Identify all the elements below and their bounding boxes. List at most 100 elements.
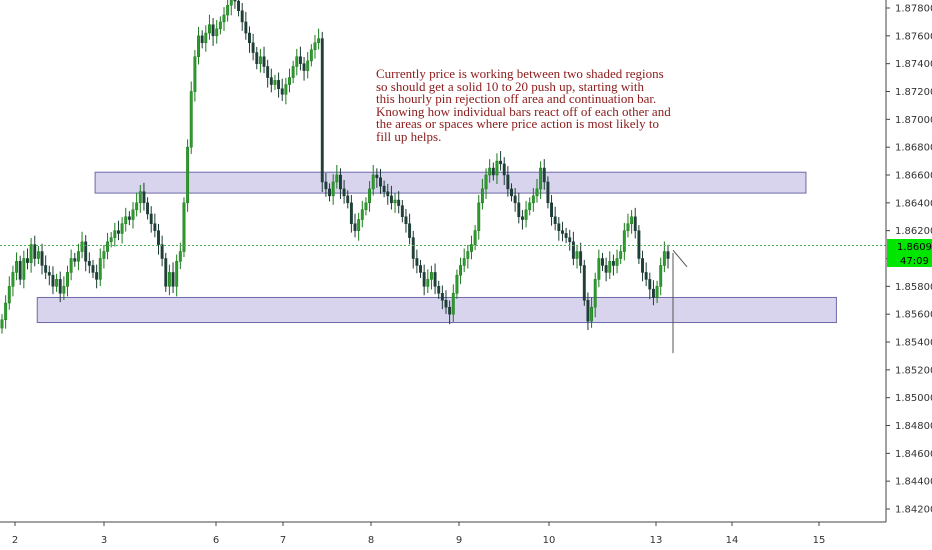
candle-body bbox=[517, 202, 521, 217]
price-tick-label: 1.84600 bbox=[895, 449, 932, 460]
candle-body bbox=[142, 191, 146, 204]
candle-body bbox=[233, 0, 237, 2]
candle-body bbox=[404, 216, 408, 224]
candle-body bbox=[153, 223, 157, 231]
projection-stroke bbox=[672, 249, 688, 268]
candle-body bbox=[622, 230, 626, 252]
candle-body bbox=[284, 84, 288, 95]
candle-body bbox=[295, 56, 299, 67]
candle-body bbox=[102, 251, 106, 259]
candle-body bbox=[127, 216, 131, 220]
candle-body bbox=[273, 80, 277, 85]
candle-body bbox=[379, 177, 382, 187]
candle-body bbox=[306, 60, 310, 71]
shaded-zone-2[interactable] bbox=[36, 296, 837, 324]
candle-body bbox=[550, 202, 553, 217]
candle-body bbox=[240, 10, 244, 23]
candle-body bbox=[124, 216, 128, 224]
candle-body bbox=[69, 258, 73, 273]
candle-body bbox=[477, 202, 481, 231]
candle-body bbox=[237, 0, 241, 12]
time-axis[interactable]: 2 3 6 7 8 9 10 13 14 15 bbox=[12, 522, 826, 546]
candle-body bbox=[131, 209, 135, 220]
candle-body bbox=[302, 63, 306, 71]
candle-body bbox=[608, 261, 612, 273]
candle-body bbox=[0, 319, 4, 329]
candle-body bbox=[320, 38, 324, 183]
candle-body bbox=[309, 49, 313, 62]
candle-body bbox=[117, 230, 120, 234]
price-tick-label: 1.84200 bbox=[895, 505, 932, 516]
price-tick-label: 1.87000 bbox=[895, 115, 932, 126]
candle-body bbox=[604, 265, 608, 273]
candle-body bbox=[255, 52, 259, 64]
time-tick-label: 9 bbox=[456, 535, 462, 546]
candle-body bbox=[51, 274, 55, 287]
candle-body bbox=[531, 195, 535, 204]
candle-body bbox=[411, 237, 415, 259]
candle-body bbox=[280, 88, 284, 95]
candle-body bbox=[462, 258, 466, 266]
candle-body bbox=[342, 188, 346, 197]
candle-body bbox=[429, 272, 433, 280]
candle-body bbox=[197, 35, 200, 57]
candle-body bbox=[557, 223, 561, 231]
candle-body bbox=[15, 261, 19, 273]
shaded-zone-1[interactable] bbox=[94, 171, 807, 194]
candle-body bbox=[328, 188, 331, 197]
candle-body bbox=[120, 223, 124, 234]
candle-body bbox=[535, 188, 539, 197]
candle-body bbox=[571, 241, 575, 259]
candle-body bbox=[582, 265, 586, 301]
candle-body bbox=[360, 209, 364, 220]
candle-body bbox=[611, 261, 615, 266]
candle-body bbox=[426, 279, 430, 287]
candle-body bbox=[135, 202, 139, 211]
candles bbox=[0, 0, 670, 334]
candle-body bbox=[491, 167, 495, 176]
candle-body bbox=[226, 4, 230, 16]
candle-body bbox=[204, 32, 208, 44]
candle-body bbox=[564, 233, 568, 238]
candle-body bbox=[18, 261, 22, 280]
candle-body bbox=[229, 0, 233, 6]
candle-body bbox=[55, 279, 59, 287]
candle-body bbox=[106, 241, 109, 252]
candle-body bbox=[524, 209, 528, 220]
candle-body bbox=[80, 241, 84, 252]
price-tick-label: 1.86200 bbox=[895, 226, 932, 237]
support-resistance-zones bbox=[36, 171, 837, 324]
candle-body bbox=[626, 223, 630, 231]
candle-body bbox=[339, 174, 342, 190]
candle-body bbox=[575, 251, 579, 259]
candle-body bbox=[313, 42, 317, 51]
candle-body bbox=[164, 258, 168, 287]
candle-body bbox=[98, 258, 102, 280]
candle-body bbox=[546, 181, 550, 204]
candle-body bbox=[324, 181, 328, 190]
candle-body bbox=[375, 174, 379, 179]
candle-body bbox=[619, 251, 623, 259]
price-axis[interactable]: 1.87800 1.87600 1.87400 1.87200 1.87000 1.868… bbox=[886, 4, 932, 516]
candle-body bbox=[568, 237, 572, 243]
candle-body bbox=[189, 91, 193, 148]
candle-body bbox=[397, 199, 401, 206]
candle-body bbox=[422, 272, 426, 287]
candle-body bbox=[193, 56, 197, 92]
price-tick-label: 1.86400 bbox=[895, 198, 932, 209]
candle-body bbox=[433, 272, 437, 287]
candle-body bbox=[506, 174, 510, 190]
candle-body bbox=[473, 230, 477, 245]
candle-body bbox=[26, 258, 29, 263]
candle-body bbox=[84, 241, 88, 262]
price-tick-label: 1.85000 bbox=[895, 393, 932, 404]
candle-body bbox=[288, 77, 291, 85]
candle-body bbox=[40, 251, 44, 266]
candle-body bbox=[415, 258, 419, 266]
time-tick-label: 7 bbox=[280, 535, 286, 546]
candle-body bbox=[444, 300, 448, 308]
candle-body bbox=[335, 174, 339, 183]
time-tick-label: 8 bbox=[368, 535, 374, 546]
price-tick-label: 1.85800 bbox=[895, 282, 932, 293]
